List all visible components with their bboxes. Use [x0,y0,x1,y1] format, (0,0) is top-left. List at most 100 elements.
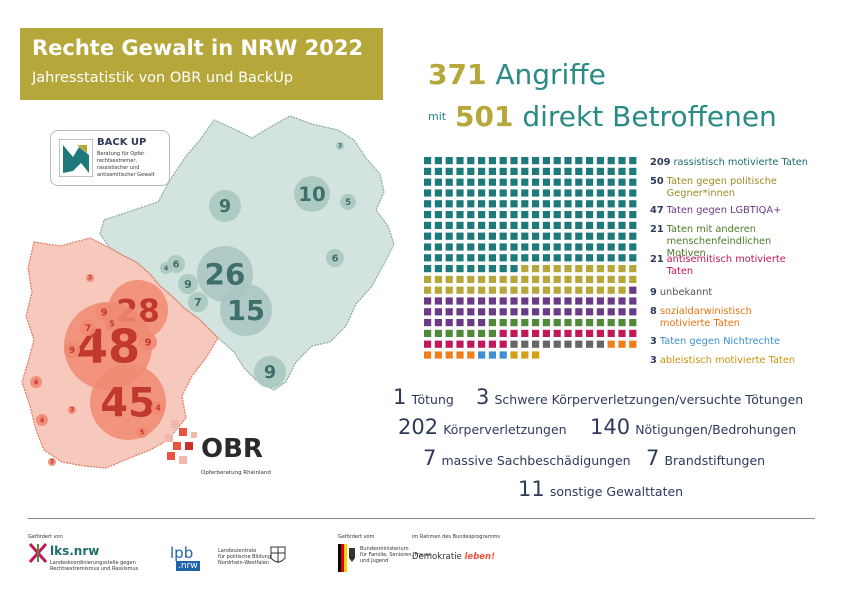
waffle-square [521,329,529,337]
obr-logo-icon [165,420,197,464]
waffle-square [564,189,572,197]
waffle-square [596,157,604,165]
waffle-square [532,243,540,251]
waffle-square [564,211,572,219]
waffle-square [607,329,615,337]
waffle-square [618,308,626,316]
waffle-square [499,297,507,305]
waffle-square [586,265,594,273]
waffle-square [467,329,475,337]
waffle-square [499,351,507,359]
waffle-square [575,275,583,283]
east-bubble-label: 9 [184,278,192,291]
waffle-square [510,200,518,208]
waffle-square [445,221,453,229]
waffle-square [488,329,496,337]
waffle-square [467,189,475,197]
offense-num: 11 [518,477,545,501]
east-bubble [220,284,272,336]
waffle-square [532,157,540,165]
offense-num: 3 [476,385,490,409]
legend-count: 3 [650,336,657,347]
waffle-square [586,178,594,186]
waffle-square [564,221,572,229]
waffle-square [542,308,550,316]
waffle-square [575,319,583,327]
backup-logo-icon [59,139,93,177]
waffle-square [434,243,442,251]
waffle-square [499,221,507,229]
waffle-square [445,340,453,348]
waffle-square [586,297,594,305]
waffle-square [575,286,583,294]
waffle-square [618,319,626,327]
waffle-square [596,232,604,240]
waffle-square [586,157,594,165]
waffle-square [434,308,442,316]
waffle-square [521,297,529,305]
west-bubble [80,320,96,336]
legend-label: Taten gegen LGBTIQA+ [666,205,782,216]
waffle-square [434,189,442,197]
waffle-square [564,167,572,175]
waffle-square [618,167,626,175]
lpb-logo-name: lpb [170,544,194,562]
east-bubble [178,274,198,294]
waffle-square [521,200,529,208]
waffle-square [629,221,637,229]
offense-label: sonstige Gewalttaten [549,484,684,499]
west-bubble-label: 5 [140,428,145,436]
waffle-square [575,329,583,337]
waffle-square [478,189,486,197]
west-bubble [105,317,119,331]
lks-logo-sub2: Rechtsextremismus und Rassismus [50,566,139,572]
legend-item: 3 ableistisch motivierte Taten [650,355,820,367]
offense-label: Nötigungen/Bedrohungen [635,422,797,437]
waffle-square [510,308,518,316]
east-bubble [209,190,241,222]
waffle-square [434,200,442,208]
waffle-square [532,178,540,186]
legend-label: Taten gegen politische Gegner*innen [666,176,777,199]
waffle-square [521,232,529,240]
waffle-square [499,167,507,175]
waffle-square [596,329,604,337]
west-bubble-label: 9 [101,307,108,318]
waffle-square [521,308,529,316]
victims-count: 501 [455,100,514,133]
waffle-square [434,265,442,273]
backup-logo-line2: rechtsextremer, [97,158,138,164]
waffle-square [532,232,540,240]
waffle-square [478,351,486,359]
waffle-square [445,286,453,294]
waffle-square [456,232,464,240]
waffle-square [424,297,432,305]
waffle-square [553,329,561,337]
waffle-square [553,275,561,283]
waffle-square [478,340,486,348]
waffle-square [607,286,615,294]
waffle-square [575,254,583,262]
legend-count: 47 [650,205,664,216]
waffle-square [575,221,583,229]
federal-eagle-icon [338,544,355,572]
waffle-square [478,329,486,337]
waffle-square [456,297,464,305]
waffle-square [499,340,507,348]
west-bubble [68,406,76,414]
waffle-square [629,329,637,337]
waffle-square [499,275,507,283]
offense-num: 7 [423,446,437,470]
west-bubble [90,364,166,440]
waffle-square [586,308,594,316]
waffle-square [618,329,626,337]
offense-arson: 7 Brandstiftungen [646,446,765,470]
waffle-square [596,200,604,208]
waffle-square [521,351,529,359]
waffle-square [467,275,475,283]
legend-item: 50 Taten gegen politische Gegner*innen [650,176,787,200]
legend-label: ableistisch motivierte Taten [659,355,796,366]
offense-label: Schwere Körperverletzungen/versuchte Töt… [494,392,804,407]
waffle-square [499,178,507,186]
waffle-square [434,319,442,327]
